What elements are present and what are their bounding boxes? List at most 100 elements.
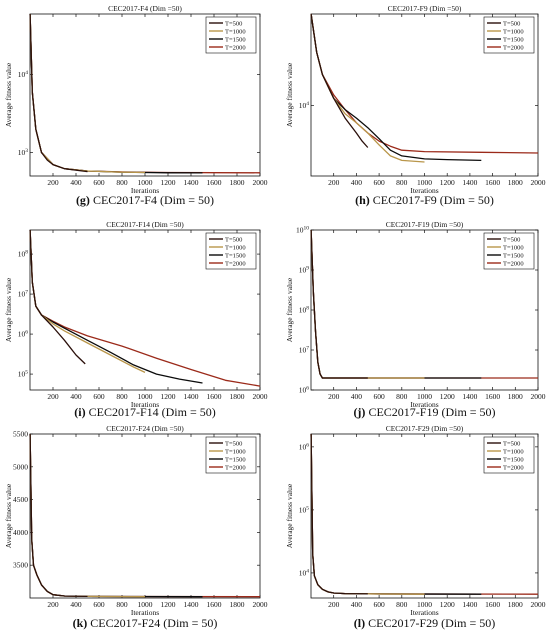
chart-panel-5: CEC2017-F24 (Dim =50) 200 400 600 800 1000 120… bbox=[4, 424, 268, 630]
x-tick-label: 1000 bbox=[138, 392, 153, 401]
x-tick-label: 600 bbox=[373, 600, 385, 609]
chart-title: CEC2017-F29 (Dim =50) bbox=[386, 424, 464, 433]
x-axis-label: Iterations bbox=[131, 186, 159, 195]
x-tick-label: 1600 bbox=[207, 392, 222, 401]
legend-label: T=500 bbox=[503, 20, 520, 27]
x-tick-label: 200 bbox=[47, 600, 59, 609]
legend-label: T=2000 bbox=[225, 260, 246, 267]
y-axis-label: Average fitness value bbox=[285, 483, 294, 548]
x-tick-label: 1400 bbox=[184, 392, 199, 401]
x-tick-label: 2000 bbox=[531, 178, 546, 187]
chart-panel-3: CEC2017-F14 (Dim =50) 200 400 600 800 1000 120… bbox=[4, 220, 268, 419]
y-tick-label: 3500 bbox=[13, 561, 28, 570]
series-line-T-1000 bbox=[29, 433, 146, 598]
x-tick-label: 600 bbox=[93, 178, 105, 187]
series-line-T-1000 bbox=[310, 433, 425, 595]
y-tick-label: 105 bbox=[18, 370, 29, 379]
chart-title: CEC2017-F24 (Dim =50) bbox=[106, 424, 184, 433]
legend-label: T=2000 bbox=[503, 464, 524, 471]
y-tick-label: 104 bbox=[299, 101, 310, 110]
y-axis-label: Average fitness value bbox=[4, 483, 13, 548]
x-axis-label: Iterations bbox=[410, 186, 438, 195]
x-tick-label: 2000 bbox=[253, 600, 268, 609]
chart-panel-6: CEC2017-F29 (Dim =50) 200 400 600 800 1000 120… bbox=[285, 424, 546, 630]
series-line-T-1000 bbox=[29, 13, 146, 174]
legend-label: T=1000 bbox=[503, 448, 524, 455]
x-tick-label: 1000 bbox=[417, 600, 432, 609]
panel-caption: (g) CEC2017-F4 (Dim = 50) bbox=[76, 193, 214, 207]
legend-label: T=500 bbox=[225, 440, 242, 447]
legend-label: T=1000 bbox=[225, 244, 246, 251]
x-tick-label: 600 bbox=[373, 178, 385, 187]
y-tick-label: 107 bbox=[18, 290, 29, 299]
y-tick-label: 106 bbox=[299, 442, 310, 451]
series-line-T-1000 bbox=[29, 229, 146, 373]
y-tick-label: 4500 bbox=[13, 495, 28, 504]
series-line-T-1000 bbox=[310, 229, 425, 379]
x-tick-label: 1400 bbox=[184, 178, 199, 187]
y-tick-label: 106 bbox=[299, 386, 310, 395]
y-tick-label: 4000 bbox=[13, 528, 28, 537]
series-line-T-500 bbox=[29, 13, 88, 173]
chart-panel-1: CEC2017-F4 (Dim =50) 200 400 600 800 1000 1200… bbox=[4, 4, 268, 207]
legend-label: T=2000 bbox=[225, 464, 246, 471]
x-tick-label: 2000 bbox=[531, 392, 546, 401]
x-tick-label: 1000 bbox=[417, 178, 432, 187]
x-tick-label: 1200 bbox=[440, 178, 455, 187]
legend-label: T=1500 bbox=[225, 252, 246, 259]
legend-label: T=1500 bbox=[503, 456, 524, 463]
x-tick-label: 2000 bbox=[253, 392, 268, 401]
series-line-T-500 bbox=[310, 229, 368, 379]
x-tick-label: 1800 bbox=[508, 600, 523, 609]
x-axis-label: Iterations bbox=[410, 400, 438, 409]
series-line-T-500 bbox=[29, 229, 86, 365]
x-tick-label: 200 bbox=[47, 392, 59, 401]
x-tick-label: 1200 bbox=[161, 600, 176, 609]
x-tick-label: 1000 bbox=[138, 600, 153, 609]
legend-label: T=2000 bbox=[503, 260, 524, 267]
series-line-T-1500 bbox=[310, 229, 482, 379]
panel-caption: (i) CEC2017-F14 (Dim = 50) bbox=[74, 405, 215, 419]
x-tick-label: 1400 bbox=[184, 600, 199, 609]
x-tick-label: 800 bbox=[116, 178, 128, 187]
x-tick-label: 1800 bbox=[230, 600, 245, 609]
y-tick-label: 108 bbox=[18, 250, 29, 259]
x-tick-label: 1600 bbox=[485, 392, 500, 401]
x-tick-label: 600 bbox=[93, 600, 105, 609]
x-tick-label: 200 bbox=[328, 178, 340, 187]
x-tick-label: 400 bbox=[351, 600, 363, 609]
x-tick-label: 1000 bbox=[138, 178, 153, 187]
y-tick-label: 104 bbox=[299, 568, 310, 577]
series-line-T-1500 bbox=[29, 433, 203, 598]
chart-title: CEC2017-F14 (Dim =50) bbox=[106, 220, 184, 229]
y-tick-label: 109 bbox=[299, 266, 310, 275]
y-tick-label: 104 bbox=[18, 70, 29, 79]
series-line-T-1500 bbox=[29, 13, 203, 174]
x-tick-label: 1600 bbox=[207, 178, 222, 187]
chart-title: CEC2017-F19 (Dim =50) bbox=[386, 220, 464, 229]
legend-label: T=500 bbox=[503, 236, 520, 243]
series-line-T-1500 bbox=[29, 229, 203, 384]
legend-label: T=1500 bbox=[503, 252, 524, 259]
x-axis-label: Iterations bbox=[131, 400, 159, 409]
y-tick-label: 106 bbox=[18, 330, 29, 339]
x-tick-label: 400 bbox=[70, 178, 82, 187]
legend-label: T=500 bbox=[503, 440, 520, 447]
x-tick-label: 1400 bbox=[462, 600, 477, 609]
series-line-T-500 bbox=[310, 13, 369, 148]
x-tick-label: 400 bbox=[351, 392, 363, 401]
x-tick-label: 1200 bbox=[440, 392, 455, 401]
x-tick-label: 1800 bbox=[508, 392, 523, 401]
x-tick-label: 1800 bbox=[230, 178, 245, 187]
x-tick-label: 400 bbox=[70, 392, 82, 401]
chart-panel-4: CEC2017-F19 (Dim =50) 200 400 600 800 1000 120… bbox=[285, 220, 546, 419]
x-tick-label: 600 bbox=[93, 392, 105, 401]
legend-label: T=1500 bbox=[503, 36, 524, 43]
panel-caption: (h) CEC2017-F9 (Dim = 50) bbox=[355, 193, 494, 207]
x-tick-label: 1200 bbox=[161, 178, 176, 187]
x-tick-label: 1600 bbox=[485, 600, 500, 609]
chart-title: CEC2017-F9 (Dim =50) bbox=[388, 4, 462, 13]
x-axis-label: Iterations bbox=[131, 608, 159, 617]
series-line-T-500 bbox=[310, 433, 368, 595]
